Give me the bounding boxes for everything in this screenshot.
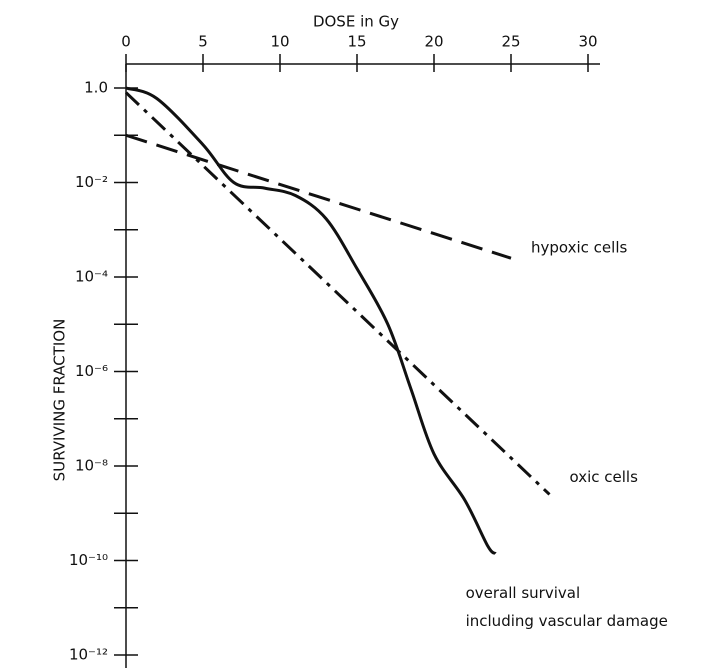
y-tick-label: 10⁻⁶ bbox=[75, 362, 108, 380]
x-axis-label: DOSE in Gy bbox=[313, 13, 399, 31]
y-tick-label: 10⁻⁸ bbox=[75, 457, 108, 475]
x-tick-label: 5 bbox=[198, 33, 208, 51]
series-line bbox=[125, 86, 497, 555]
series-label: including vascular damage bbox=[466, 612, 668, 630]
series-line bbox=[124, 91, 551, 496]
y-tick-label: 10⁻¹⁰ bbox=[69, 551, 108, 569]
x-tick-label: 15 bbox=[347, 33, 366, 51]
x-tick-label: 20 bbox=[424, 33, 443, 51]
series-label: overall survival bbox=[466, 584, 581, 602]
y-tick-label: 1.0 bbox=[84, 79, 108, 97]
x-tick-label: 10 bbox=[270, 33, 289, 51]
x-tick-label: 30 bbox=[578, 33, 597, 51]
y-tick-label: 10⁻⁴ bbox=[75, 268, 108, 286]
y-axis-label: SURVIVING FRACTION bbox=[51, 319, 69, 482]
y-tick-label: 10⁻¹² bbox=[69, 646, 108, 664]
x-tick-label: 25 bbox=[501, 33, 520, 51]
y-tick-label: 10⁻² bbox=[75, 173, 108, 191]
series-label: hypoxic cells bbox=[531, 239, 627, 257]
x-tick-label: 0 bbox=[121, 33, 131, 51]
series-line bbox=[125, 133, 512, 260]
series-label: oxic cells bbox=[570, 468, 639, 486]
